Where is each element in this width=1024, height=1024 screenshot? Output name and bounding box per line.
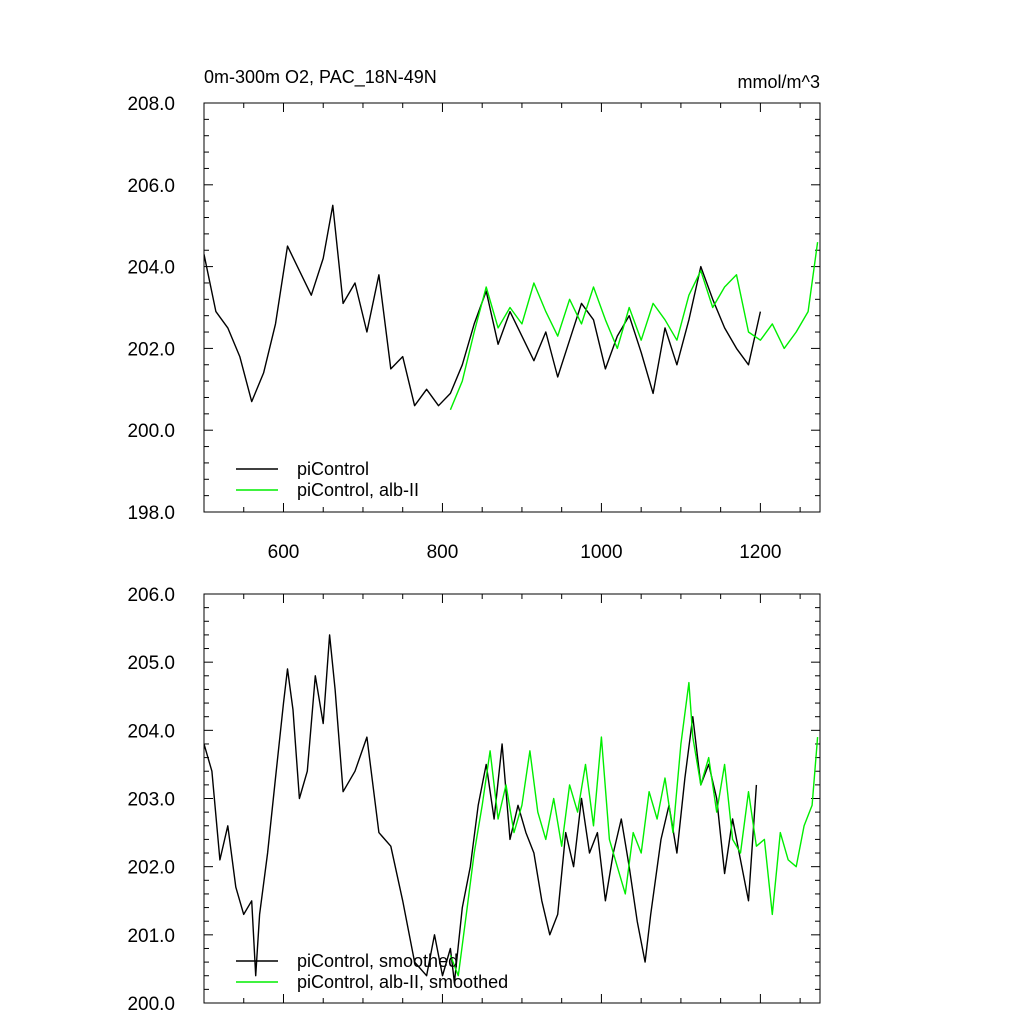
y-tick-label: 208.0 [127,94,175,115]
chart-panel-1: 600 800 1000 1200 198.0 200.0 202.0 204.0 206.0 2… [127,67,821,563]
plot-frame [203,102,821,513]
legend-label: piControl, alb-II, smoothed [297,972,508,992]
x-tick-label: 600 [268,542,300,563]
y-tick-label: 203.0 [127,790,175,811]
legend-label: piControl, alb-II [297,480,419,500]
x-tick-label: 1200 [739,542,781,563]
series-line-picontrol-alb-ii [449,242,819,411]
chart-title: 0m-300m O2, PAC_18N-49N [204,67,437,88]
y-tick-label: 198.0 [127,503,175,524]
y-tick-label: 202.0 [127,339,175,360]
x-tick-label: 800 [427,542,459,563]
y-tick-label: 200.0 [127,994,175,1015]
y-tick-label: 202.0 [127,858,175,879]
y-tick-label: 200.0 [127,421,175,442]
legend-label: piControl, smoothed [297,951,458,971]
y-tick-label: 201.0 [127,926,175,947]
y-tick-label: 205.0 [127,653,175,674]
series-line-picontrol [204,634,758,984]
series-line-picontrol-alb-ii [449,681,819,977]
series-line-picontrol [204,204,762,407]
chart-panel-2: 200.0 201.0 202.0 203.0 204.0 205.0 206.0 piCon… [127,585,821,1015]
legend-label: piControl [297,459,369,479]
y-tick-label: 206.0 [127,176,175,197]
y-tick-label: 204.0 [127,721,175,742]
units-label: mmol/m^3 [738,72,820,92]
y-tick-label: 204.0 [127,258,175,279]
y-tick-label: 206.0 [127,585,175,606]
x-tick-label: 1000 [580,542,622,563]
